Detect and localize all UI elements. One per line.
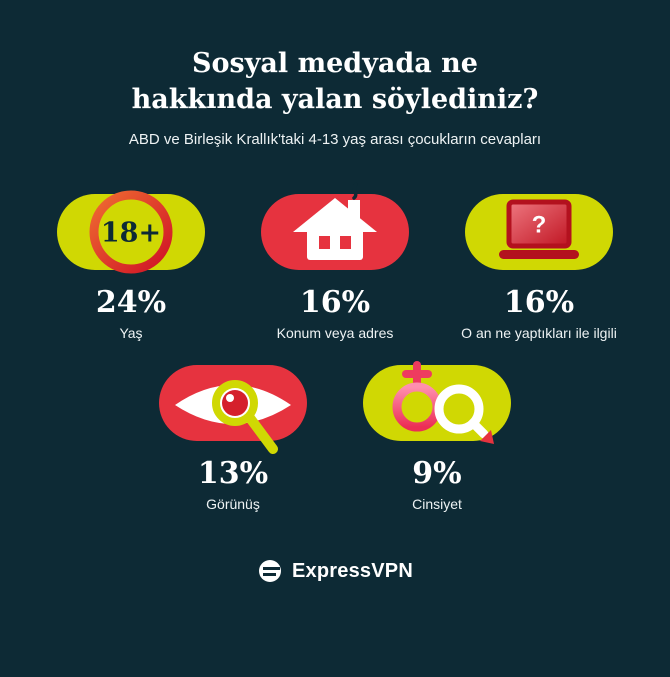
age-18-plus-icon: 18+ [89,190,173,274]
stat-appearance: 13% Görünüş [131,365,335,512]
stat-activity-label: O an ne yaptıkları ile ilgili [461,325,617,342]
stat-age-label: Yaş [119,325,143,342]
eye-magnifier-icon [175,380,291,455]
stat-location-pill [261,182,409,271]
stat-location: 16% Konum veya adres [233,182,437,342]
stat-activity: ? 16% O an ne yaptıkları ile ilgili [437,194,641,341]
footer: ExpressVPN [257,558,413,584]
header: Sosyal medyada ne hakkında yalan söyledi… [129,0,541,148]
expressvpn-logo-icon [259,560,282,583]
brand-name: ExpressVPN [292,559,413,582]
stat-location-percent: 16% [299,285,371,321]
stat-gender-percent: 9% [412,456,462,492]
stat-appearance-label: Görünüş [206,496,260,513]
stat-age: 18+ 24% Yaş [29,190,233,342]
stat-gender-pill [363,361,511,445]
page-subtitle: ABD ve Birleşik Krallık'taki 4-13 yaş ar… [128,131,542,149]
page-title: Sosyal medyada ne hakkında yalan söyledi… [131,48,539,115]
stat-location-label: Konum veya adres [276,325,394,342]
stat-gender: 9% Cinsiyet [335,361,539,513]
laptop-question-icon: ? [499,199,579,260]
stat-appearance-pill [159,365,307,455]
stat-age-percent: 24% [95,285,167,321]
laptop-question-text: ? [532,212,547,239]
stats-row-1: 18+ 24% Yaş 16% Konum veya adres [0,182,670,342]
stat-activity-pill: ? [465,194,613,271]
stat-appearance-percent: 13% [197,456,269,492]
house-icon [293,182,377,261]
age-18-plus-text: 18+ [101,218,161,249]
stat-age-pill: 18+ [57,190,205,274]
stat-gender-label: Cinsiyet [412,496,462,513]
stats-row-2: 13% Görünüş [0,361,670,513]
gender-icon [392,361,494,445]
stat-activity-percent: 16% [503,285,575,321]
